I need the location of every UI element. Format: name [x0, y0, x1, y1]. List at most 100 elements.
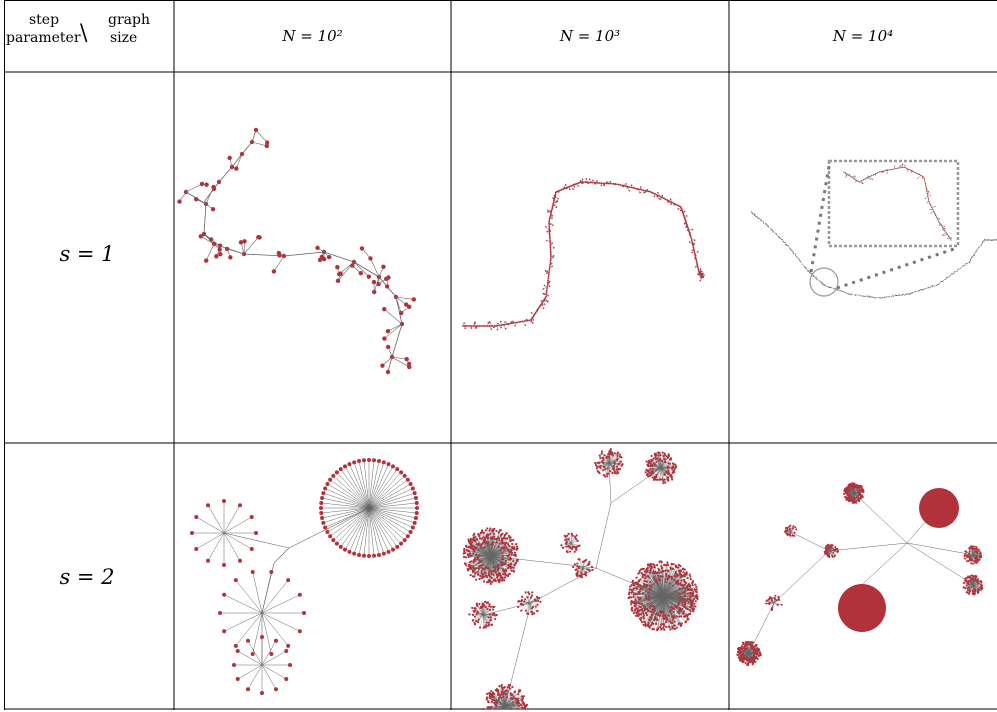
graph-edge [483, 532, 492, 557]
graph-edge [662, 570, 680, 597]
graph-node [697, 250, 699, 253]
graph-node [642, 623, 645, 627]
graph-edge [888, 296, 891, 298]
graph-node [852, 177, 854, 179]
graph-edge [488, 534, 492, 557]
graph-node [496, 328, 499, 331]
graph-edge [608, 452, 619, 464]
graph-node [611, 471, 614, 474]
graph-edge [368, 460, 375, 509]
graph-edge [490, 545, 510, 557]
graph-edge [482, 614, 492, 621]
graph-node [588, 178, 591, 181]
graph-node [619, 460, 622, 463]
graph-node [319, 506, 323, 510]
graph-node [928, 192, 930, 194]
graph-node [635, 586, 638, 589]
graph-edge [470, 548, 492, 557]
graph-node [408, 482, 413, 486]
graph-node [472, 536, 475, 539]
graph-node [491, 581, 494, 584]
graph-node [695, 588, 698, 591]
graph-node [238, 503, 242, 508]
graph-node [703, 274, 705, 276]
graph-node [662, 626, 665, 629]
column-header-n1000: N = 10³ [559, 27, 621, 45]
graph-edge [490, 555, 496, 582]
graph-node [691, 249, 694, 252]
graph-edge [491, 705, 506, 709]
graph-node [612, 454, 615, 457]
zoom-connector [809, 165, 831, 273]
corner-step: step [28, 12, 60, 28]
graph-edge [485, 555, 492, 576]
graph-node [628, 189, 631, 192]
graph-node [650, 610, 653, 614]
graph-node [487, 321, 490, 324]
graph-node [651, 628, 654, 631]
graph-node [475, 613, 478, 616]
graph-node [549, 250, 552, 253]
graph-edge [490, 555, 515, 566]
graph-node [694, 600, 697, 603]
graph-node [548, 220, 551, 223]
graph-node [512, 697, 516, 700]
graph-node [632, 186, 635, 189]
graph-edge [799, 259, 801, 262]
graph-node [667, 478, 670, 482]
graph-edge [662, 595, 666, 616]
graph-edge [472, 555, 492, 577]
graph-edge [387, 323, 403, 332]
graph-edge [196, 532, 225, 550]
graph-node [521, 708, 524, 709]
graph-node [689, 577, 692, 581]
graph-node [639, 587, 642, 591]
graph-s1-n1000 [462, 178, 705, 331]
graph-node [502, 557, 505, 561]
graph-node [685, 573, 688, 576]
graph-edge [504, 705, 507, 709]
graph-node [689, 591, 692, 594]
graph-node [661, 451, 664, 454]
graph-node [673, 615, 676, 619]
graph-node [590, 181, 593, 184]
graph-node [481, 529, 484, 532]
graph-node [563, 186, 566, 188]
graph-edge [869, 295, 871, 297]
graph-node [659, 198, 662, 200]
graph-edge [504, 705, 523, 709]
graph-node [654, 456, 657, 459]
graph-node [689, 586, 692, 589]
graph-s2-n1000 [462, 448, 699, 709]
graph-node [286, 578, 291, 583]
graph-node [656, 195, 659, 198]
graph-edge [490, 555, 508, 569]
graph-node [485, 621, 488, 624]
graph-edge [490, 697, 506, 707]
graph-edge [662, 595, 692, 604]
graph-node [597, 470, 600, 474]
graph-node [477, 573, 480, 576]
graph-edge [660, 561, 664, 597]
graph-node [666, 618, 669, 621]
graph-node [862, 179, 864, 181]
graph-node [323, 525, 328, 530]
graph-edge [477, 555, 492, 559]
graph-node [572, 188, 575, 190]
graph-edge [487, 555, 492, 568]
graph-node [511, 542, 514, 546]
graph-node [548, 225, 551, 228]
graph-edge [608, 460, 618, 464]
graph-edge [261, 664, 277, 690]
graph-edge [851, 293, 853, 295]
graph-node [636, 596, 640, 599]
graph-node [603, 184, 605, 186]
graph-node [680, 622, 683, 625]
graph-edge [261, 594, 300, 614]
graph-node [669, 575, 673, 578]
graph-edge [353, 261, 370, 277]
graph-node [492, 608, 495, 611]
graph-edge [647, 568, 664, 597]
graph-edge [488, 542, 492, 557]
